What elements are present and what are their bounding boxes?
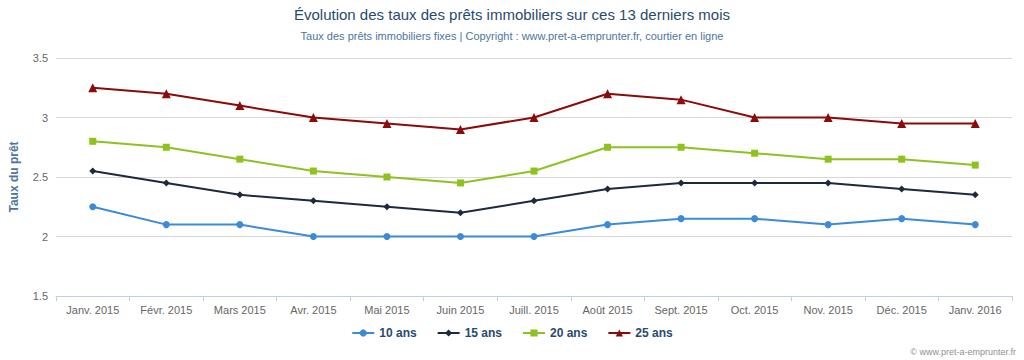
svg-text:Taux du prêt: Taux du prêt	[7, 141, 21, 212]
svg-text:Nov. 2015: Nov. 2015	[803, 304, 852, 316]
svg-text:Mars 2015: Mars 2015	[214, 304, 266, 316]
svg-text:© www.pret-a-emprunter.fr: © www.pret-a-emprunter.fr	[910, 347, 1016, 357]
svg-text:Juill. 2015: Juill. 2015	[509, 304, 559, 316]
svg-text:3.5: 3.5	[33, 52, 48, 64]
svg-text:Févr. 2015: Févr. 2015	[140, 304, 192, 316]
svg-text:Évolution des taux des prêts i: Évolution des taux des prêts immobiliers…	[294, 6, 730, 23]
svg-text:Juin 2015: Juin 2015	[437, 304, 485, 316]
svg-text:Avr. 2015: Avr. 2015	[290, 304, 336, 316]
svg-text:Janv. 2015: Janv. 2015	[66, 304, 119, 316]
svg-text:25 ans: 25 ans	[635, 326, 673, 340]
svg-text:15 ans: 15 ans	[465, 326, 503, 340]
svg-text:2: 2	[42, 231, 48, 243]
svg-text:Mai 2015: Mai 2015	[364, 304, 409, 316]
svg-text:Août 2015: Août 2015	[582, 304, 632, 316]
svg-text:10 ans: 10 ans	[379, 326, 417, 340]
svg-text:Sept. 2015: Sept. 2015	[654, 304, 707, 316]
svg-text:Janv. 2016: Janv. 2016	[949, 304, 1002, 316]
svg-text:3: 3	[42, 112, 48, 124]
svg-text:Oct. 2015: Oct. 2015	[731, 304, 779, 316]
svg-text:Taux des prêts immobiliers fix: Taux des prêts immobiliers fixes | Copyr…	[301, 30, 724, 42]
svg-text:20 ans: 20 ans	[550, 326, 588, 340]
svg-text:2.5: 2.5	[33, 171, 48, 183]
svg-text:Déc. 2015: Déc. 2015	[877, 304, 927, 316]
svg-text:1.5: 1.5	[33, 290, 48, 302]
